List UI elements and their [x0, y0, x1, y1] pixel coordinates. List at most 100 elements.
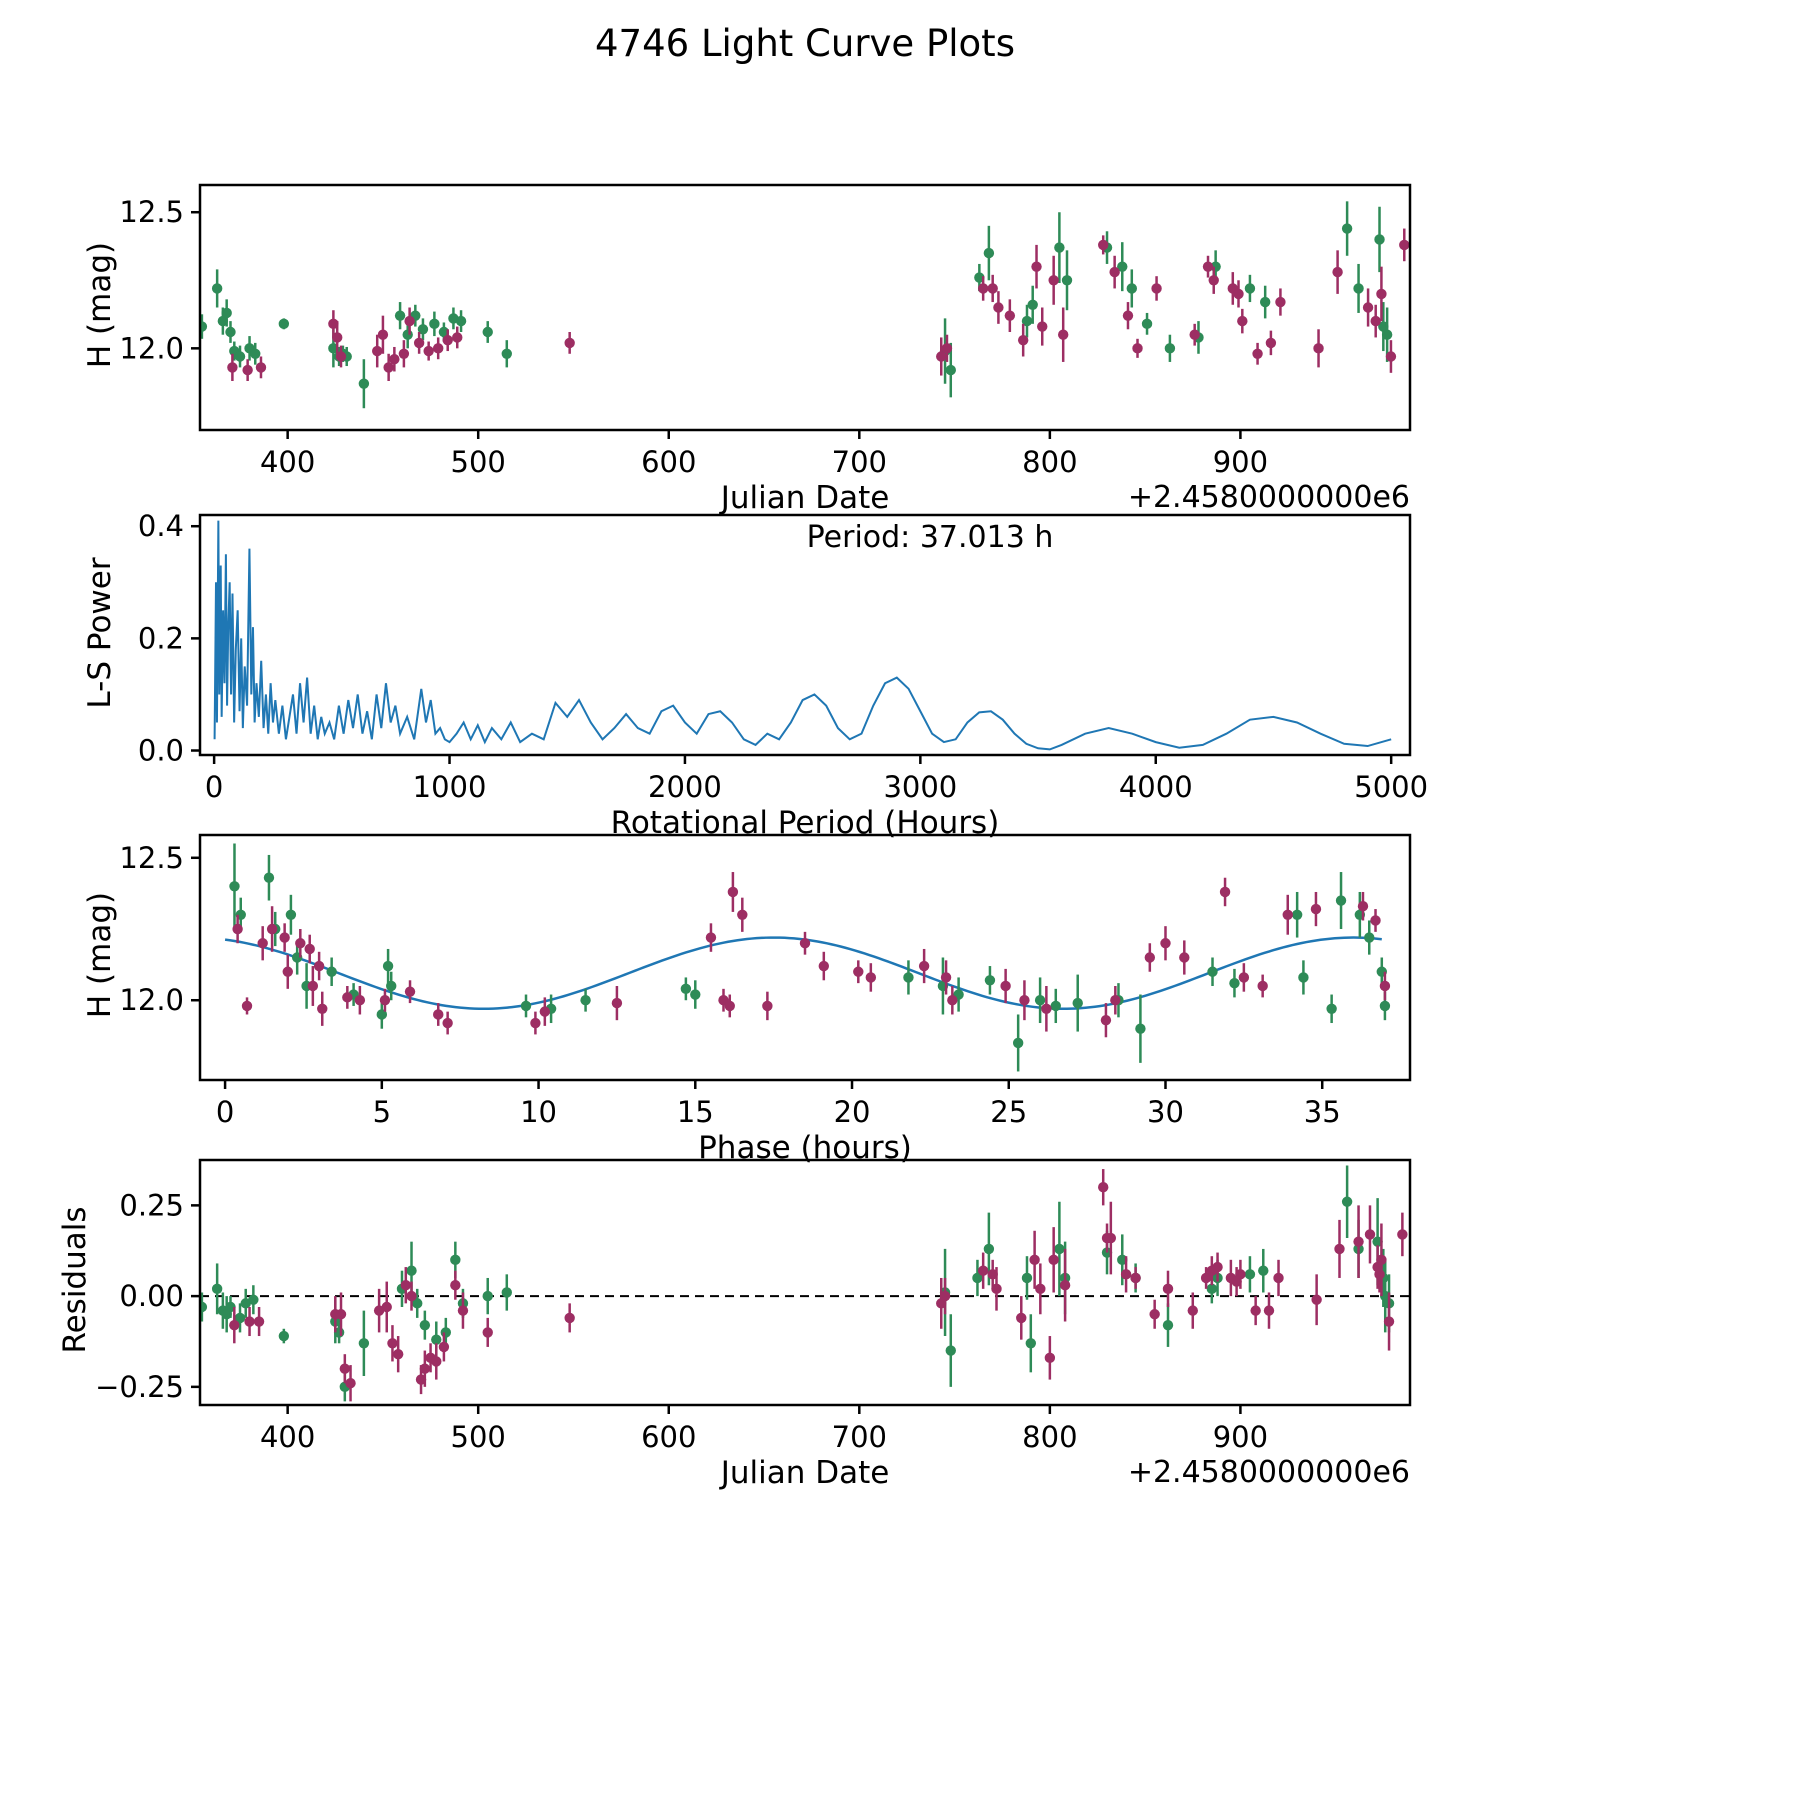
green-lightcurve-point [417, 324, 429, 335]
purple-lightcurve-point [1132, 343, 1143, 354]
green-lightcurve-point [234, 351, 246, 362]
green-residuals-point [278, 1330, 290, 1342]
green-lightcurve-point [211, 283, 223, 294]
green-lightcurve-point [1117, 261, 1128, 272]
green-residuals-point [1021, 1272, 1033, 1284]
purple-phase-point [539, 1006, 551, 1017]
purple-lightcurve-point [1385, 351, 1397, 362]
purple-residuals-point [1044, 1352, 1056, 1364]
green-residuals-point [450, 1254, 461, 1266]
y-tick-label: 0.0 [138, 734, 184, 768]
x-tick-label: 1000 [413, 770, 487, 804]
purple-phase-point [799, 938, 811, 949]
purple-residuals-point [939, 1290, 951, 1302]
x-tick-label: 2000 [648, 770, 722, 804]
purple-residuals-point [1376, 1254, 1387, 1266]
purple-residuals-point [1334, 1243, 1345, 1255]
purple-lightcurve-point [442, 334, 453, 346]
purple-residuals-point [1130, 1272, 1141, 1284]
axes-frame [198, 513, 1412, 757]
green-residuals-point [1258, 1265, 1269, 1276]
x-tick-label: 5 [373, 1095, 391, 1129]
purple-lightcurve-point [452, 332, 463, 343]
x-tick-label: 700 [832, 1420, 887, 1454]
purple-lightcurve-point [432, 343, 444, 354]
x-tick-label: 400 [260, 445, 315, 479]
purple-lightcurve-point [941, 343, 953, 354]
x-tick-label: 10 [520, 1095, 557, 1129]
purple-phase-point [853, 966, 864, 977]
green-phase-point [520, 1000, 532, 1012]
purple-lightcurve-point [1370, 315, 1381, 327]
x-tick-label: 20 [834, 1095, 871, 1129]
purple-lightcurve-point [335, 351, 347, 362]
purple-lightcurve-point [977, 283, 989, 294]
purple-phase-point [313, 960, 325, 972]
green-phase-point [903, 972, 914, 983]
y-tick-label: 12.5 [119, 195, 184, 229]
purple-residuals-point [1250, 1305, 1261, 1316]
x-tick-label: 15 [677, 1095, 714, 1129]
x-tick-label: 0 [216, 1095, 234, 1129]
green-phase-point [1135, 1023, 1146, 1034]
purple-phase-point [1257, 980, 1268, 992]
purple-residuals-point [1016, 1312, 1027, 1324]
purple-lightcurve-point [1237, 315, 1248, 327]
green-residuals-point [972, 1272, 983, 1284]
purple-residuals-point [431, 1356, 442, 1367]
green-phase-point [1050, 1000, 1061, 1012]
purple-phase-point [705, 932, 717, 943]
purple-residuals-point [1397, 1229, 1408, 1240]
green-lightcurve-point [455, 315, 467, 327]
axes-frame [198, 833, 1412, 1082]
purple-phase-point [1041, 1003, 1052, 1014]
purple-residuals-point [1364, 1229, 1376, 1240]
green-residuals-point [983, 1243, 995, 1255]
green-lightcurve-point [278, 318, 290, 330]
purple-residuals-point [1263, 1305, 1275, 1316]
green-lightcurve-point [429, 318, 440, 330]
purple-residuals-point [1273, 1272, 1284, 1284]
green-residuals-point [1025, 1338, 1037, 1349]
purple-residuals-point [1311, 1294, 1322, 1305]
purple-phase-point [307, 980, 319, 992]
purple-phase-point [257, 938, 268, 949]
periodogram-plot: 0 1000 2000 3000 4000 5000 0.0 0.2 0.4 [138, 509, 1428, 804]
purple-phase-point [282, 966, 293, 977]
purple-phase-point [295, 938, 306, 949]
purple-phase-point [724, 1000, 735, 1012]
y-tick-label: 0.2 [138, 621, 184, 655]
green-residuals-point [1206, 1283, 1218, 1295]
purple-phase-point [379, 995, 391, 1006]
purple-lightcurve-point [1004, 310, 1016, 321]
purple-lightcurve-point [331, 332, 343, 343]
green-lightcurve-point [1381, 329, 1393, 340]
purple-residuals-point [335, 1309, 347, 1320]
light-curve-plot: 400 500 600 700 800 900 12.0 12.5 [119, 183, 1412, 479]
purple-lightcurve-point [1098, 239, 1109, 251]
purple-phase-point [1238, 972, 1250, 983]
x-tick-label: 800 [1022, 445, 1077, 479]
purple-lightcurve-point [255, 362, 267, 373]
purple-phase-point [354, 995, 366, 1006]
green-phase-point [984, 975, 996, 986]
purple-lightcurve-point [404, 315, 415, 327]
green-lightcurve-point [402, 329, 413, 340]
purple-phase-point [304, 943, 315, 955]
purple-phase-point [266, 923, 278, 935]
green-lightcurve-point [1126, 283, 1137, 294]
residuals-plot: 400 500 600 700 800 900 −0.25 0.00 0.25 [95, 1158, 1412, 1454]
green-residuals-point [1341, 1196, 1353, 1207]
purple-lightcurve-point [1265, 337, 1277, 349]
x-tick-label: 25 [990, 1095, 1027, 1129]
purple-phase-point [1379, 980, 1391, 992]
purple-phase-point [737, 909, 748, 920]
purple-residuals-point [419, 1363, 431, 1374]
residuals-ylabel: Residuals [57, 1206, 93, 1354]
purple-lightcurve-point [1151, 283, 1162, 294]
purple-lightcurve-point [383, 362, 394, 373]
purple-residuals-point [253, 1316, 265, 1327]
green-residuals-point [440, 1327, 452, 1338]
y-tick-label: 0.25 [119, 1188, 184, 1222]
purple-lightcurve-point [423, 345, 434, 357]
